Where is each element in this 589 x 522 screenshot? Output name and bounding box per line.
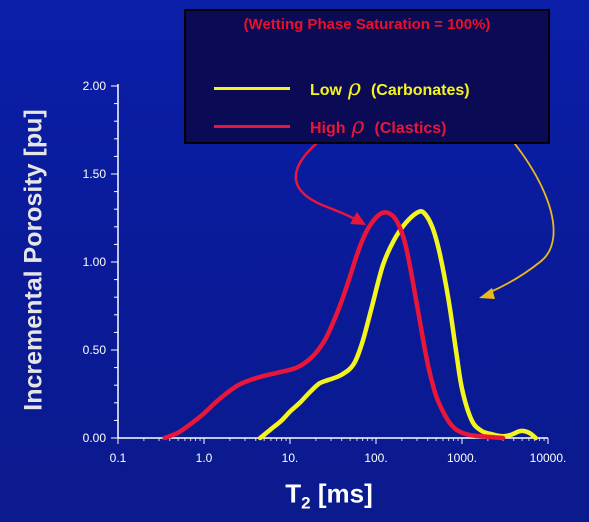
legend-label-high-rho: High ρ (Clastics) xyxy=(310,113,447,139)
x-axis-label-unit: [ms] xyxy=(317,478,373,509)
annotation-arrows xyxy=(294,102,555,299)
axis-ticks: 0.00 0.50 1.00 1.50 2.00 0.1 1.0 10. 100. 1000. 10… xyxy=(83,79,567,465)
legend-heading: (Wetting Phase Saturation = 100%) xyxy=(243,16,491,33)
x-tick-label: 10000. xyxy=(530,451,567,465)
x-tick-label: 10. xyxy=(282,451,299,465)
arrow-low-rho-head xyxy=(479,288,495,299)
x-axis-label-main: T xyxy=(285,478,302,509)
x-axis-label: T2 [ms] xyxy=(285,478,373,513)
arrow-low-rho-shaft xyxy=(477,102,555,294)
arrow-high-rho-head xyxy=(350,212,366,225)
y-tick-label: 0.50 xyxy=(83,343,107,357)
y-tick-label: 0.00 xyxy=(83,431,107,445)
series-line-high-rho-clastics xyxy=(162,210,506,441)
x-tick-label: 0.1 xyxy=(110,451,127,465)
legend-item-low-rho: Low ρ (Carbonates) xyxy=(214,75,470,101)
legend: (Wetting Phase Saturation = 100%) Low ρ (C… xyxy=(184,9,550,144)
legend-swatch-high-rho xyxy=(214,124,290,128)
arrow-high-rho-shaft xyxy=(294,141,357,222)
y-tick-label: 2.00 xyxy=(83,79,107,93)
legend-label-low-rho: Low ρ (Carbonates) xyxy=(310,75,470,101)
y-tick-label: 1.50 xyxy=(83,167,107,181)
y-axis-label: Incremental Porosity [pu] xyxy=(19,109,48,411)
x-axis-label-subscript: 2 xyxy=(301,493,311,513)
x-tick-label: 1000. xyxy=(447,451,477,465)
series-lines xyxy=(162,208,538,441)
legend-item-high-rho: High ρ (Clastics) xyxy=(214,113,447,139)
x-tick-label: 100. xyxy=(364,451,387,465)
legend-swatch-low-rho xyxy=(214,86,290,90)
x-tick-label: 1.0 xyxy=(196,451,213,465)
series-line-low-rho-carbonates xyxy=(257,208,538,441)
y-tick-label: 1.00 xyxy=(83,255,107,269)
